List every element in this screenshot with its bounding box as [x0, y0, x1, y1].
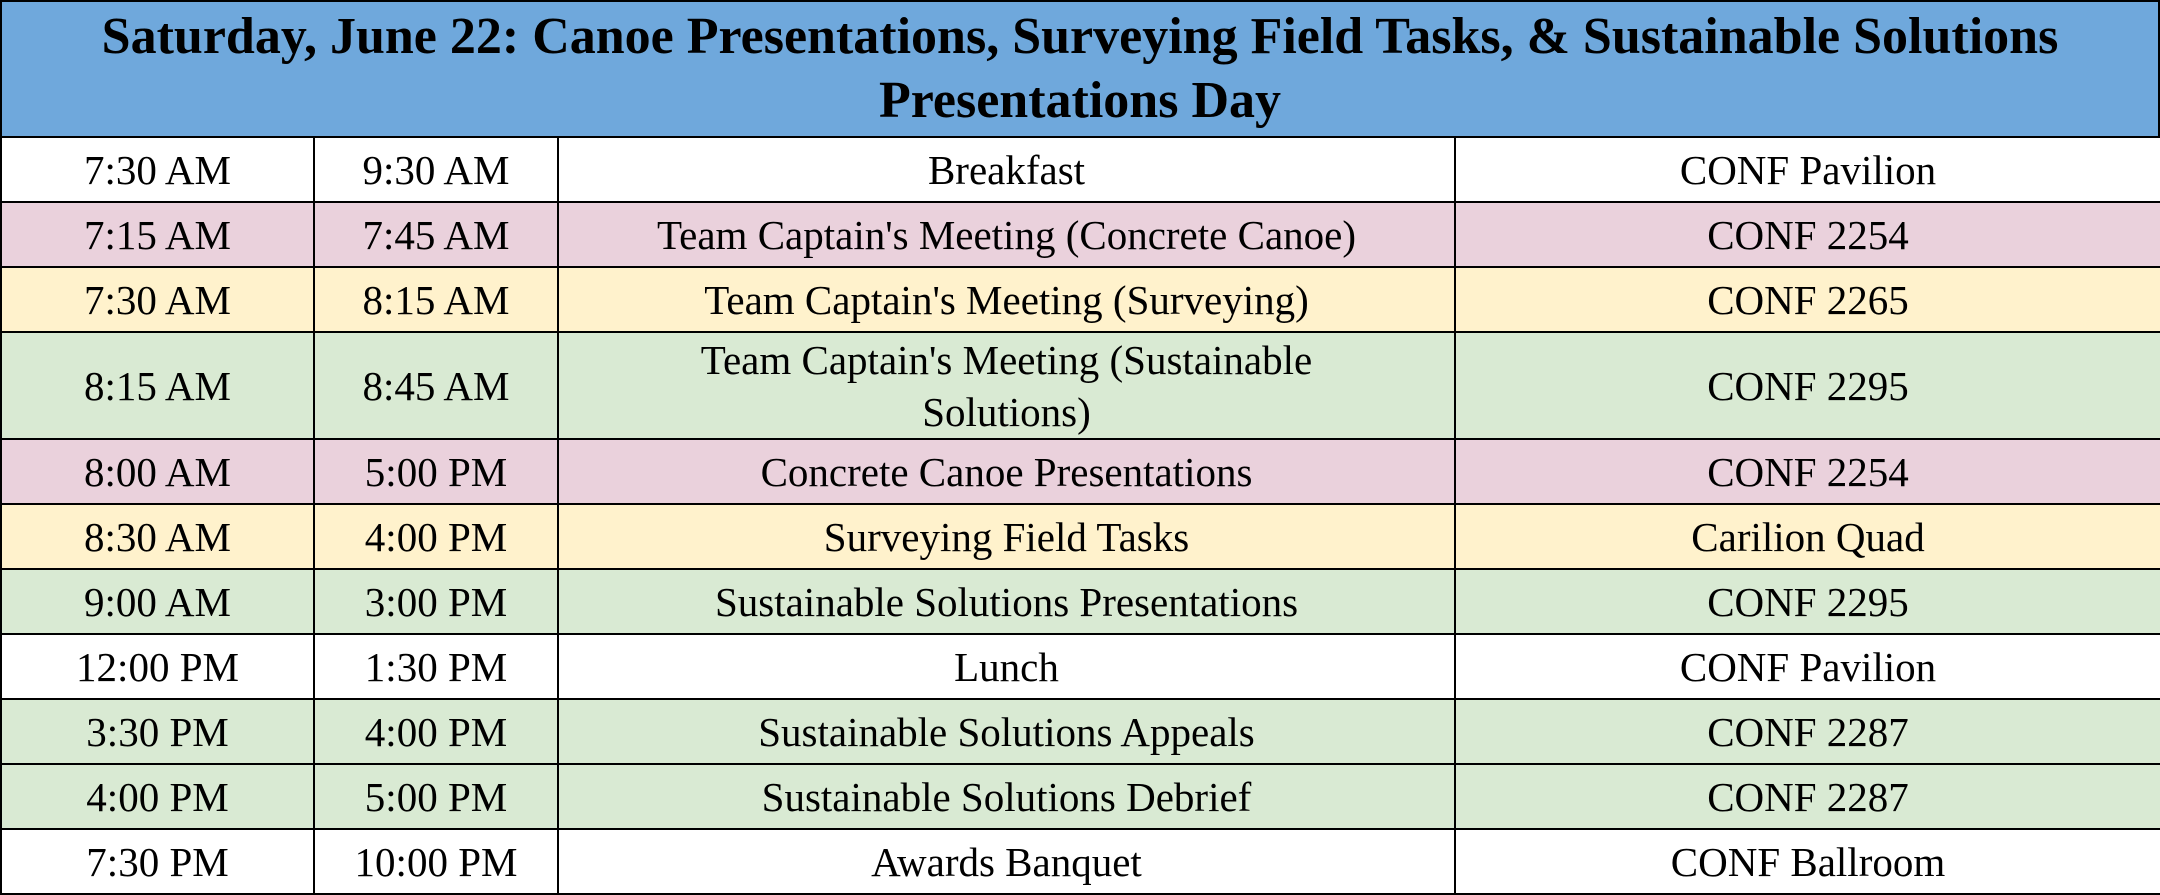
location-cell: CONF 2265: [1454, 266, 2160, 333]
event-cell: Team Captain's Meeting (Sustainable Solu…: [557, 331, 1456, 440]
location-cell: CONF 2287: [1454, 763, 2160, 830]
schedule-table: 7:30 AM 9:30 AM Breakfast CONF Pavilion …: [0, 136, 2160, 895]
end-time-cell: 3:00 PM: [313, 568, 559, 635]
event-cell: Lunch: [557, 633, 1456, 700]
start-time-cell: 8:00 AM: [0, 438, 315, 505]
location-cell: CONF 2295: [1454, 331, 2160, 440]
table-row: 3:30 PM 4:00 PM Sustainable Solutions Ap…: [0, 698, 2160, 765]
end-time-cell: 1:30 PM: [313, 633, 559, 700]
end-time-cell: 9:30 AM: [313, 136, 559, 203]
location-cell: CONF Pavilion: [1454, 633, 2160, 700]
event-cell: Awards Banquet: [557, 828, 1456, 895]
location-cell: CONF 2254: [1454, 201, 2160, 268]
end-time-cell: 5:00 PM: [313, 438, 559, 505]
start-time-cell: 8:30 AM: [0, 503, 315, 570]
location-cell: CONF 2254: [1454, 438, 2160, 505]
end-time-cell: 8:45 AM: [313, 331, 559, 440]
event-cell: Sustainable Solutions Debrief: [557, 763, 1456, 830]
location-cell: CONF 2295: [1454, 568, 2160, 635]
start-time-cell: 4:00 PM: [0, 763, 315, 830]
start-time-cell: 7:15 AM: [0, 201, 315, 268]
table-row: 12:00 PM 1:30 PM Lunch CONF Pavilion: [0, 633, 2160, 700]
end-time-cell: 10:00 PM: [313, 828, 559, 895]
event-cell: Team Captain's Meeting (Concrete Canoe): [557, 201, 1456, 268]
table-row: 4:00 PM 5:00 PM Sustainable Solutions De…: [0, 763, 2160, 830]
start-time-cell: 12:00 PM: [0, 633, 315, 700]
end-time-cell: 4:00 PM: [313, 698, 559, 765]
start-time-cell: 7:30 PM: [0, 828, 315, 895]
end-time-cell: 8:15 AM: [313, 266, 559, 333]
table-row: 7:30 AM 8:15 AM Team Captain's Meeting (…: [0, 266, 2160, 333]
location-cell: CONF 2287: [1454, 698, 2160, 765]
event-cell: Surveying Field Tasks: [557, 503, 1456, 570]
event-cell: Team Captain's Meeting (Surveying): [557, 266, 1456, 333]
table-row: 7:30 PM 10:00 PM Awards Banquet CONF Bal…: [0, 828, 2160, 895]
table-row: 8:00 AM 5:00 PM Concrete Canoe Presentat…: [0, 438, 2160, 505]
event-cell: Breakfast: [557, 136, 1456, 203]
event-label: Team Captain's Meeting (Sustainable Solu…: [700, 336, 1313, 435]
event-cell: Sustainable Solutions Appeals: [557, 698, 1456, 765]
end-time-cell: 7:45 AM: [313, 201, 559, 268]
start-time-cell: 3:30 PM: [0, 698, 315, 765]
start-time-cell: 9:00 AM: [0, 568, 315, 635]
end-time-cell: 4:00 PM: [313, 503, 559, 570]
table-row: 8:15 AM 8:45 AM Team Captain's Meeting (…: [0, 331, 2160, 440]
table-row: 8:30 AM 4:00 PM Surveying Field Tasks Ca…: [0, 503, 2160, 570]
start-time-cell: 8:15 AM: [0, 331, 315, 440]
table-row: 9:00 AM 3:00 PM Sustainable Solutions Pr…: [0, 568, 2160, 635]
end-time-cell: 5:00 PM: [313, 763, 559, 830]
start-time-cell: 7:30 AM: [0, 266, 315, 333]
table-row: 7:15 AM 7:45 AM Team Captain's Meeting (…: [0, 201, 2160, 268]
location-cell: CONF Pavilion: [1454, 136, 2160, 203]
page-title: Saturday, June 22: Canoe Presentations, …: [101, 8, 2059, 129]
start-time-cell: 7:30 AM: [0, 136, 315, 203]
title-band: Saturday, June 22: Canoe Presentations, …: [0, 0, 2160, 138]
event-cell: Concrete Canoe Presentations: [557, 438, 1456, 505]
event-cell: Sustainable Solutions Presentations: [557, 568, 1456, 635]
location-cell: CONF Ballroom: [1454, 828, 2160, 895]
table-row: 7:30 AM 9:30 AM Breakfast CONF Pavilion: [0, 136, 2160, 203]
location-cell: Carilion Quad: [1454, 503, 2160, 570]
